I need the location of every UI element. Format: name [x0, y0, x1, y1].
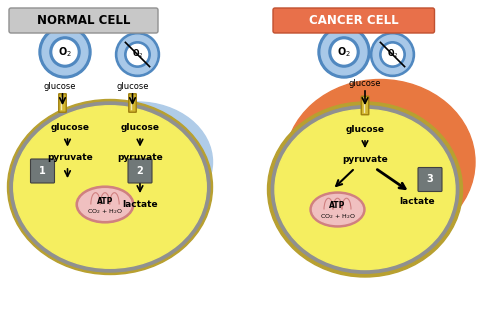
FancyBboxPatch shape — [128, 159, 152, 183]
Circle shape — [382, 44, 402, 65]
FancyBboxPatch shape — [418, 167, 442, 192]
Ellipse shape — [285, 79, 475, 245]
Circle shape — [39, 26, 91, 78]
Text: lactate: lactate — [400, 197, 436, 205]
FancyBboxPatch shape — [273, 8, 434, 33]
Text: ATP: ATP — [330, 201, 345, 211]
Circle shape — [321, 29, 367, 75]
Circle shape — [118, 35, 157, 74]
Ellipse shape — [62, 102, 212, 222]
Text: glucose: glucose — [44, 82, 76, 91]
FancyBboxPatch shape — [30, 159, 54, 183]
Circle shape — [50, 37, 80, 67]
FancyBboxPatch shape — [129, 94, 136, 112]
Circle shape — [318, 26, 370, 78]
Text: pyruvate: pyruvate — [342, 155, 388, 164]
Text: O$_2$: O$_2$ — [387, 48, 398, 60]
Ellipse shape — [310, 192, 365, 227]
Text: 2: 2 — [136, 166, 143, 176]
Circle shape — [373, 35, 412, 74]
Text: glucose: glucose — [346, 125, 385, 134]
Ellipse shape — [79, 189, 131, 220]
Text: ATP: ATP — [97, 197, 113, 205]
Text: glucose: glucose — [120, 124, 160, 132]
Text: O$_2$: O$_2$ — [132, 48, 143, 60]
Ellipse shape — [76, 186, 134, 223]
Circle shape — [53, 40, 77, 64]
Ellipse shape — [10, 102, 210, 272]
Text: 3: 3 — [426, 175, 434, 184]
Text: O$_2$: O$_2$ — [337, 45, 351, 59]
Circle shape — [42, 29, 88, 75]
Circle shape — [329, 37, 359, 67]
Ellipse shape — [275, 110, 455, 269]
Circle shape — [380, 42, 406, 67]
FancyBboxPatch shape — [59, 94, 66, 112]
Text: O$_2$: O$_2$ — [58, 45, 72, 59]
Circle shape — [124, 42, 150, 67]
Ellipse shape — [312, 195, 362, 225]
Text: glucose: glucose — [116, 82, 149, 91]
Ellipse shape — [268, 102, 462, 277]
FancyBboxPatch shape — [361, 96, 369, 115]
Text: pyruvate: pyruvate — [47, 153, 93, 163]
Ellipse shape — [8, 99, 212, 274]
Text: glucose: glucose — [50, 124, 90, 132]
Ellipse shape — [271, 106, 459, 273]
FancyBboxPatch shape — [9, 8, 158, 33]
Text: CO$_2$ + H$_2$O: CO$_2$ + H$_2$O — [87, 208, 123, 216]
Circle shape — [332, 40, 356, 64]
Text: 1: 1 — [39, 166, 46, 176]
Text: pyruvate: pyruvate — [117, 153, 163, 163]
Circle shape — [116, 32, 160, 77]
Ellipse shape — [14, 106, 206, 268]
Text: CO$_2$ + H$_2$O: CO$_2$ + H$_2$O — [320, 213, 356, 221]
Circle shape — [370, 32, 414, 77]
Circle shape — [128, 44, 148, 65]
Text: CANCER CELL: CANCER CELL — [309, 14, 398, 27]
Text: NORMAL CELL: NORMAL CELL — [37, 14, 130, 27]
Text: lactate: lactate — [122, 200, 158, 209]
Text: glucose: glucose — [349, 79, 382, 88]
